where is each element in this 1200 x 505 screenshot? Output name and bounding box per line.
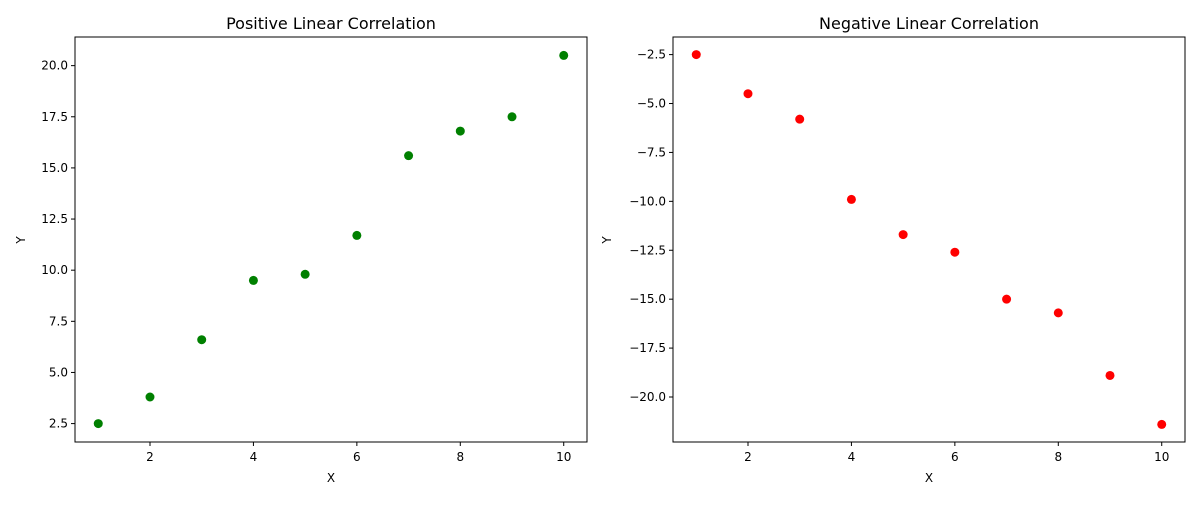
- positive-correlation-panel: Positive Linear Correlation X Y 2 4 6 8 10 2.…: [14, 14, 588, 485]
- data-point: [1157, 419, 1167, 429]
- x-tick-label: 8: [456, 450, 464, 464]
- x-tick-label: 6: [353, 450, 361, 464]
- axes-frame: [672, 36, 1186, 443]
- x-tick-label: 6: [951, 450, 959, 464]
- x-tick-label: 2: [146, 450, 154, 464]
- chart-title: Negative Linear Correlation: [819, 14, 1039, 33]
- y-tick-label: 2.5: [49, 417, 68, 431]
- x-tick-label: 10: [556, 450, 571, 464]
- x-tick-label: 4: [848, 450, 856, 464]
- data-point: [145, 392, 155, 402]
- data-point: [507, 112, 517, 122]
- y-axis-label: Y: [600, 236, 614, 245]
- data-point: [743, 89, 753, 99]
- data-point: [248, 275, 258, 285]
- y-tick-label: −10.0: [629, 194, 666, 208]
- y-tick-label: 5.0: [49, 365, 68, 379]
- y-tick-label: 17.5: [41, 110, 68, 124]
- negative-correlation-panel: Negative Linear Correlation X Y 2 4 6 8 10 −2…: [600, 14, 1186, 485]
- data-point: [1053, 308, 1063, 318]
- y-tick-label: 20.0: [41, 59, 68, 73]
- x-tick-label: 10: [1154, 450, 1169, 464]
- y-tick-label: −15.0: [629, 292, 666, 306]
- y-tick-label: −7.5: [637, 145, 666, 159]
- data-point: [1105, 370, 1115, 380]
- x-tick-label: 4: [250, 450, 258, 464]
- y-tick-label: −12.5: [629, 243, 666, 257]
- data-point: [846, 194, 856, 204]
- data-point: [455, 126, 465, 136]
- y-tick-label: −5.0: [637, 97, 666, 111]
- data-point: [404, 151, 414, 161]
- x-axis-label: X: [925, 471, 933, 485]
- data-point: [93, 419, 103, 429]
- y-tick-label: −17.5: [629, 341, 666, 355]
- data-point: [1002, 294, 1012, 304]
- y-tick-label: −2.5: [637, 48, 666, 62]
- x-axis-label: X: [327, 471, 335, 485]
- y-tick-label: 15.0: [41, 161, 68, 175]
- data-point: [559, 50, 569, 60]
- y-axis-label: Y: [14, 236, 28, 245]
- data-point: [197, 335, 207, 345]
- axes-frame: [74, 36, 588, 443]
- x-tick-label: 8: [1054, 450, 1062, 464]
- data-point: [950, 247, 960, 257]
- data-point: [300, 269, 310, 279]
- data-point: [795, 114, 805, 124]
- chart-title: Positive Linear Correlation: [226, 14, 436, 33]
- y-tick-label: 12.5: [41, 212, 68, 226]
- x-tick-label: 2: [744, 450, 752, 464]
- data-point: [691, 50, 701, 60]
- y-tick-label: 10.0: [41, 263, 68, 277]
- y-tick-label: −20.0: [629, 390, 666, 404]
- data-point: [352, 230, 362, 240]
- data-point: [898, 230, 908, 240]
- y-tick-label: 7.5: [49, 314, 68, 328]
